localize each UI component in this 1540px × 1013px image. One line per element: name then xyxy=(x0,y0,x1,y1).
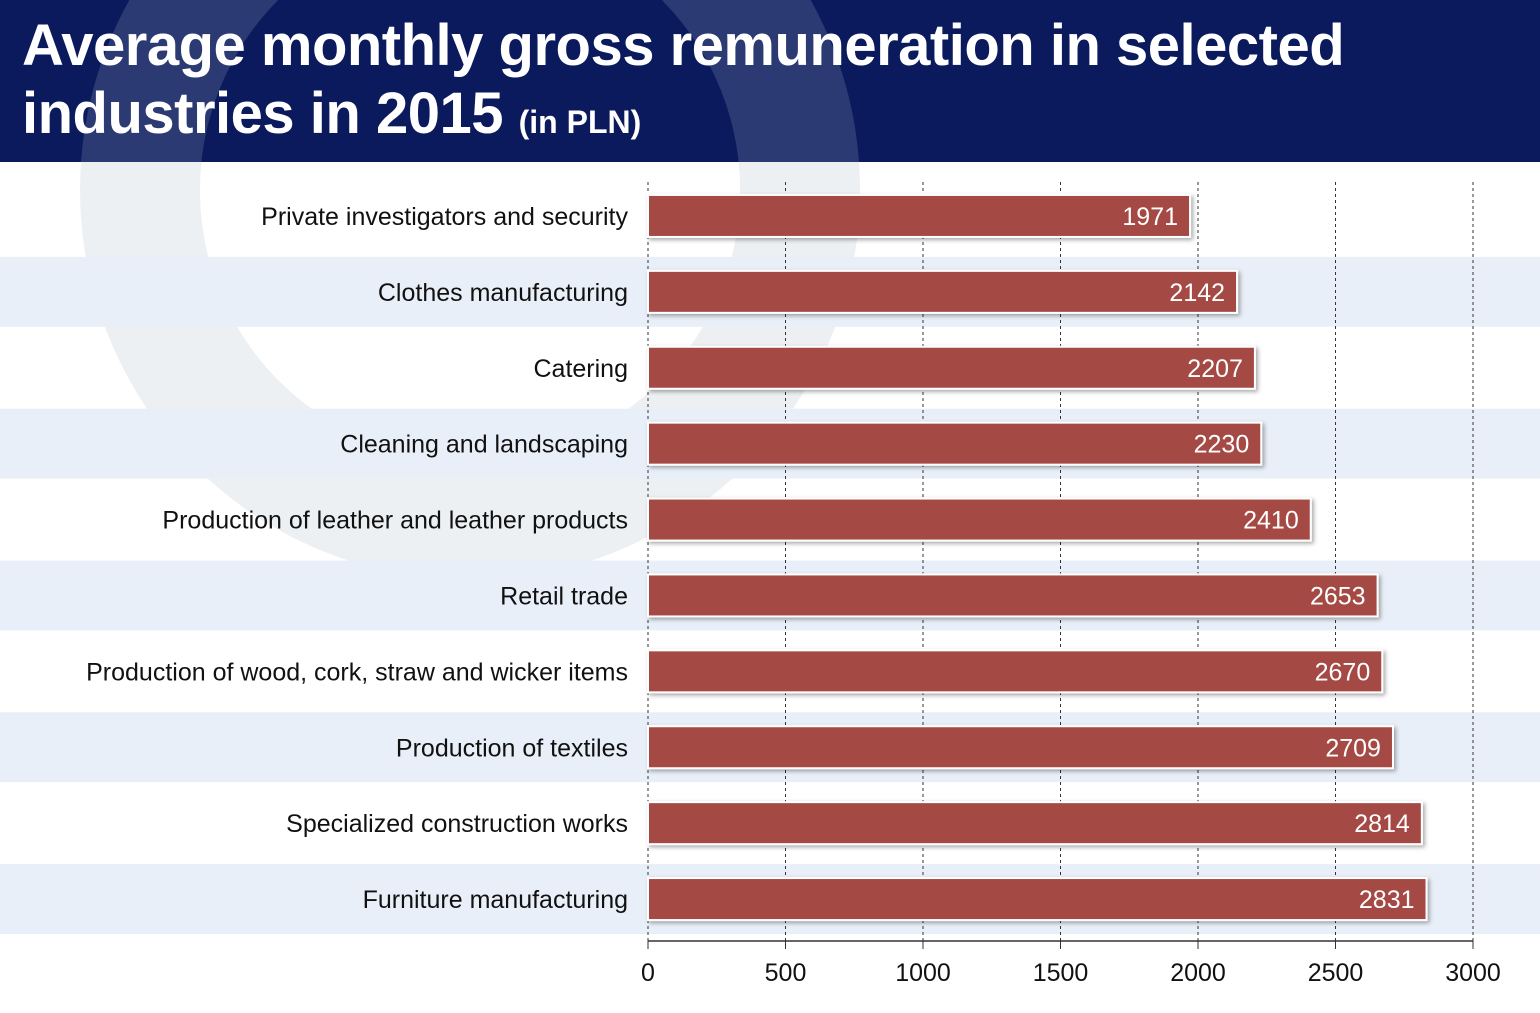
data-label: 2670 xyxy=(1315,658,1371,686)
bar xyxy=(647,193,1192,238)
bar xyxy=(647,801,1423,846)
chart-title-unit: (in PLN) xyxy=(518,104,642,140)
x-tick-label: 3000 xyxy=(1445,959,1501,987)
category-label: Production of textiles xyxy=(396,734,628,762)
bar xyxy=(647,649,1384,694)
x-tick-label: 2500 xyxy=(1308,959,1364,987)
bar xyxy=(647,877,1428,922)
bar-chart: 0 500 1000 1500 2000 2500 3000 Private investig… xyxy=(0,182,1540,987)
x-tick-label: 500 xyxy=(765,959,807,987)
x-tick-label: 1000 xyxy=(895,959,951,987)
x-tick-label: 1500 xyxy=(1033,959,1089,987)
data-label: 2814 xyxy=(1354,810,1410,838)
bar xyxy=(647,497,1312,542)
data-label: 2230 xyxy=(1194,431,1250,459)
bar xyxy=(647,573,1379,618)
data-label: 2207 xyxy=(1187,355,1243,383)
category-label: Production of leather and leather produc… xyxy=(162,507,628,535)
data-label: 2142 xyxy=(1169,279,1225,307)
category-label: Clothes manufacturing xyxy=(378,279,628,307)
category-label: Catering xyxy=(534,355,629,383)
bar xyxy=(647,725,1394,770)
category-label: Furniture manufacturing xyxy=(363,886,628,914)
chart-header: Average monthly gross remuneration in se… xyxy=(0,0,1540,162)
category-label: Production of wood, cork, straw and wick… xyxy=(86,658,628,686)
category-label: Specialized construction works xyxy=(286,810,628,838)
x-tick-label: 2000 xyxy=(1170,959,1226,987)
data-label: 2831 xyxy=(1359,886,1415,914)
bar xyxy=(647,421,1263,466)
chart-title: Average monthly gross remuneration in se… xyxy=(22,12,1502,156)
bar xyxy=(647,269,1239,314)
data-label: 2709 xyxy=(1325,734,1381,762)
x-tick-label: 0 xyxy=(641,959,655,987)
category-label: Private investigators and security xyxy=(261,203,628,231)
bar xyxy=(647,345,1256,390)
category-label: Cleaning and landscaping xyxy=(340,431,628,459)
data-label: 2653 xyxy=(1310,582,1366,610)
data-label: 2410 xyxy=(1243,507,1299,535)
category-label: Retail trade xyxy=(500,582,628,610)
chart-title-text: Average monthly gross remuneration in se… xyxy=(22,13,1345,146)
data-label: 1971 xyxy=(1122,203,1178,231)
